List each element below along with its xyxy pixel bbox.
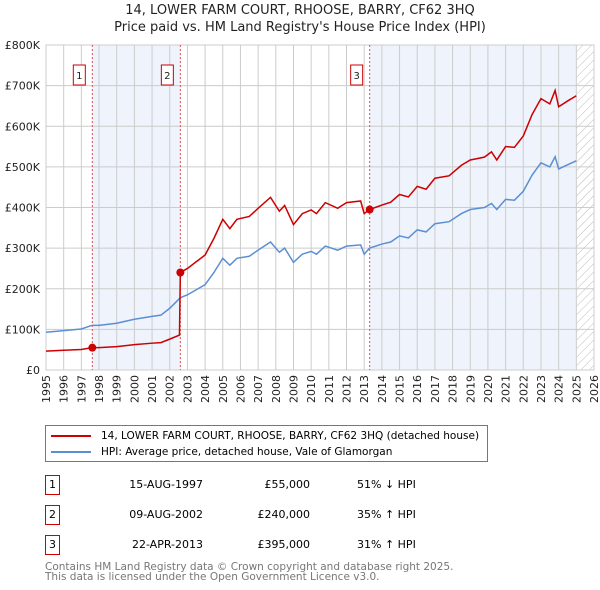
footer-copyright: Contains HM Land Registry data © Crown c… [45,561,454,573]
sale-date: 22-APR-2013 [131,538,203,551]
x-tick-label: 2008 [270,375,283,403]
x-tick-label: 2015 [394,375,407,403]
sale-label: 3 [353,71,359,82]
x-tick-label: 1996 [58,375,71,403]
x-tick-label: 2014 [376,375,389,403]
x-tick-label: 2018 [447,375,460,403]
x-tick-label: 2026 [588,375,600,403]
x-tick-label: 2013 [358,375,371,403]
sale-price: £55,000 [264,478,311,491]
y-tick-label: £400K [5,202,41,215]
y-tick-label: £200K [5,283,41,296]
sale-date: 09-AUG-2002 [129,508,203,521]
sale-hpi: 31% ↑ HPI [357,538,416,551]
x-tick-label: 2012 [341,375,354,403]
x-tick-label: 2011 [323,375,336,403]
legend-item-property: 14, LOWER FARM COURT, RHOOSE, BARRY, CF6… [51,428,479,444]
x-tick-label: 2016 [411,375,424,403]
sale-label-box [350,64,364,86]
x-tick-label: 2024 [553,375,566,403]
legend-label: HPI: Average price, detached house, Vale… [101,446,393,458]
sale-price: £240,000 [257,508,311,521]
sale-label-box [160,64,174,86]
plot-border [45,44,595,371]
x-tick-label: 1995 [40,375,53,403]
sale-hpi: 35% ↑ HPI [357,508,416,521]
legend: 14, LOWER FARM COURT, RHOOSE, BARRY, CF6… [45,425,488,462]
y-tick-label: £100K [5,323,41,336]
x-tick-label: 2019 [464,375,477,403]
sale-number: 2 [45,505,60,525]
sale-point [176,268,185,277]
x-tick-label: 2020 [482,375,495,403]
x-tick-label: 2017 [429,375,442,403]
x-tick-label: 2010 [305,375,318,403]
y-tick-label: £0 [26,364,40,377]
chart-subtitle: Price paid vs. HM Land Registry's House … [114,20,486,35]
sale-row: 2 09-AUG-2002 £240,000 35% ↑ HPI [45,505,465,525]
sale-label: 2 [164,71,170,82]
plot-area: 1995 1996 1997 1998 1999 2000 2001 2002 2003 2004… [5,39,600,403]
x-tick-label: 2000 [128,375,141,403]
sale-label: 1 [76,71,82,82]
legend-swatch-red [51,435,91,437]
legend-label: 14, LOWER FARM COURT, RHOOSE, BARRY, CF6… [101,430,480,442]
x-tick-label: 1997 [75,375,88,403]
sale-label-box [72,64,86,86]
sale-date: 15-AUG-1997 [129,478,203,491]
sale-number: 1 [45,475,60,495]
x-tick-label: 2022 [517,375,530,403]
x-tick-label: 1999 [111,375,124,403]
x-tick-label: 2006 [234,375,247,403]
sale-point [365,205,374,214]
sale-number: 3 [45,535,60,555]
legend-swatch-blue [51,451,91,453]
x-tick-label: 1998 [93,375,106,403]
x-tick-label: 2001 [146,375,159,403]
sale-hpi: 51% ↓ HPI [357,478,416,491]
legend-item-hpi: HPI: Average price, detached house, Vale… [51,444,392,460]
sale-row: 1 15-AUG-1997 £55,000 51% ↓ HPI [45,475,465,495]
footer-licence: This data is licensed under the Open Gov… [45,571,380,583]
y-tick-label: £800K [5,39,41,52]
x-tick-label: 2005 [217,375,230,403]
x-tick-label: 2003 [181,375,194,403]
x-tick-label: 2021 [500,375,513,403]
y-tick-label: £600K [5,120,41,133]
x-tick-label: 2002 [164,375,177,403]
x-tick-label: 2025 [570,375,583,403]
y-tick-label: £300K [5,242,41,255]
x-tick-label: 2004 [199,375,212,403]
chart-title: 14, LOWER FARM COURT, RHOOSE, BARRY, CF6… [125,3,475,18]
sale-price: £395,000 [257,538,311,551]
price-paid-line [45,87,577,352]
sale-point [88,343,97,352]
y-tick-label: £700K [5,80,41,93]
x-tick-label: 2009 [287,375,300,403]
hpi-line [45,154,577,333]
x-tick-label: 2023 [535,375,548,403]
x-tick-label: 2007 [252,375,265,403]
sale-row: 3 22-APR-2013 £395,000 31% ↑ HPI [45,535,465,555]
y-tick-label: £500K [5,161,41,174]
